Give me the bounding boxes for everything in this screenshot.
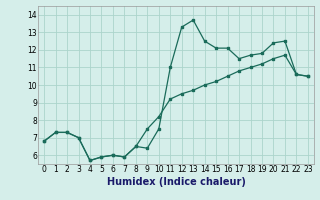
- X-axis label: Humidex (Indice chaleur): Humidex (Indice chaleur): [107, 177, 245, 187]
